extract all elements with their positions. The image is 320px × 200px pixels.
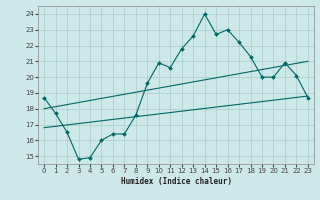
X-axis label: Humidex (Indice chaleur): Humidex (Indice chaleur) bbox=[121, 177, 231, 186]
